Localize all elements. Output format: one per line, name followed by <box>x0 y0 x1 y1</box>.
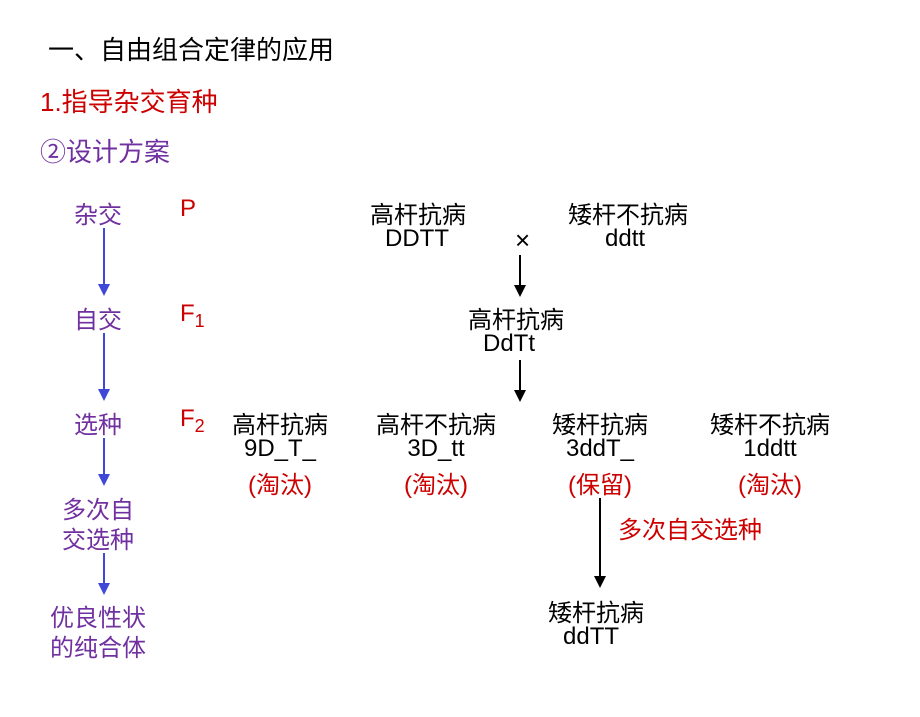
cross-symbol: × <box>515 225 530 256</box>
f1-line2: DdTt <box>483 330 535 358</box>
parent1-line2: DDTT <box>385 225 449 253</box>
arrow-f1-f2 <box>510 360 530 402</box>
main-title: 一、自由组合定律的应用 <box>48 30 334 67</box>
f2-1-fate: (淘汰) <box>356 465 516 500</box>
arrow-p-f1 <box>510 255 530 297</box>
f2-3-line2: 1ddtt <box>690 435 850 463</box>
f2-3-fate: (淘汰) <box>690 465 850 500</box>
blue-arrow-3 <box>94 438 114 486</box>
blue-arrow-1 <box>94 228 114 296</box>
gen-f1-sub: 1 <box>195 311 205 331</box>
self-label: 多次自交选种 <box>618 510 762 545</box>
result-line2: ddTT <box>563 623 619 651</box>
f2-2-fate: (保留) <box>530 465 670 500</box>
gen-f2-sub: 2 <box>195 416 205 436</box>
f2-2-line2: 3ddT_ <box>530 435 670 463</box>
parent2-line2: ddtt <box>605 225 645 253</box>
gen-f2: F2 <box>180 405 205 437</box>
step-multiself-line2: 交选种 <box>62 520 134 555</box>
gen-f2-main: F <box>180 405 195 432</box>
f2-0-fate: (淘汰) <box>215 465 345 500</box>
step-result-line2: 的纯合体 <box>50 628 146 663</box>
gen-p: P <box>180 195 196 223</box>
subtitle-1: 1.指导杂交育种 <box>40 82 218 119</box>
f2-1-line2: 3D_tt <box>356 435 516 463</box>
step-self: 自交 <box>74 300 122 335</box>
blue-arrow-2 <box>94 333 114 401</box>
subtitle-2: ②设计方案 <box>40 132 170 169</box>
gen-f1: F1 <box>180 300 205 332</box>
blue-arrow-4 <box>94 553 114 595</box>
step-cross: 杂交 <box>74 195 122 230</box>
f2-0-line2: 9D_T_ <box>215 435 345 463</box>
step-select: 选种 <box>74 405 122 440</box>
arrow-f2-result <box>590 498 610 588</box>
gen-f1-main: F <box>180 300 195 327</box>
